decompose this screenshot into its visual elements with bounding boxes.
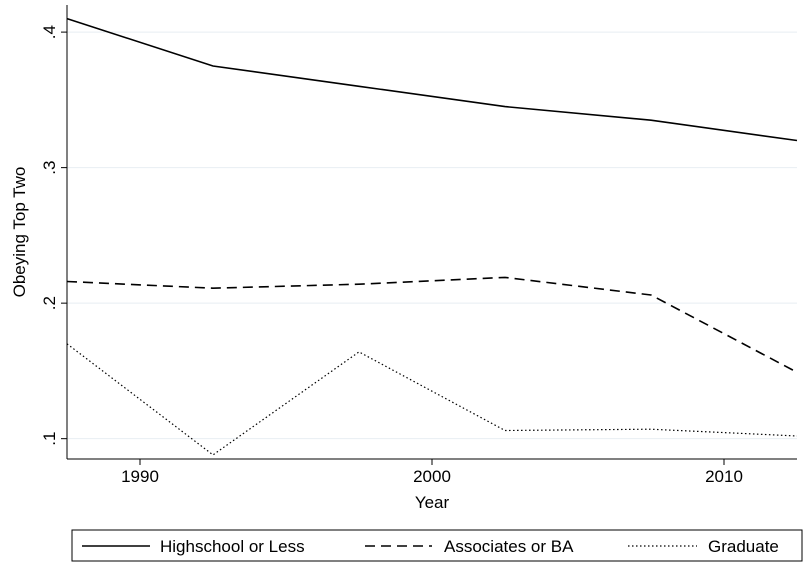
- x-tick-label: 1990: [121, 467, 159, 486]
- y-tick-label: .3: [40, 161, 59, 175]
- series-line-1: [66, 17, 798, 142]
- y-tick-label: .1: [40, 432, 59, 446]
- y-axis-title: Obeying Top Two: [10, 167, 29, 298]
- x-tick-label: 2010: [705, 467, 743, 486]
- series-lines: [66, 17, 798, 456]
- y-tick-label: .4: [40, 25, 59, 39]
- legend: Highschool or Less Associates or BA Gradua…: [71, 529, 803, 562]
- series-line-2: [66, 276, 798, 374]
- x-tick-label: 2000: [413, 467, 451, 486]
- y-tick-label: .2: [40, 296, 59, 310]
- series-line-3: [66, 343, 798, 456]
- x-ticks: 1990 2000 2010: [121, 459, 743, 486]
- legend-label-3: Graduate: [708, 537, 779, 556]
- legend-label-2: Associates or BA: [444, 537, 574, 556]
- legend-label-1: Highschool or Less: [160, 537, 305, 556]
- y-ticks: .1 .2 .3 .4: [40, 25, 67, 446]
- x-axis-title: Year: [415, 493, 450, 512]
- grid-lines: [67, 31, 797, 440]
